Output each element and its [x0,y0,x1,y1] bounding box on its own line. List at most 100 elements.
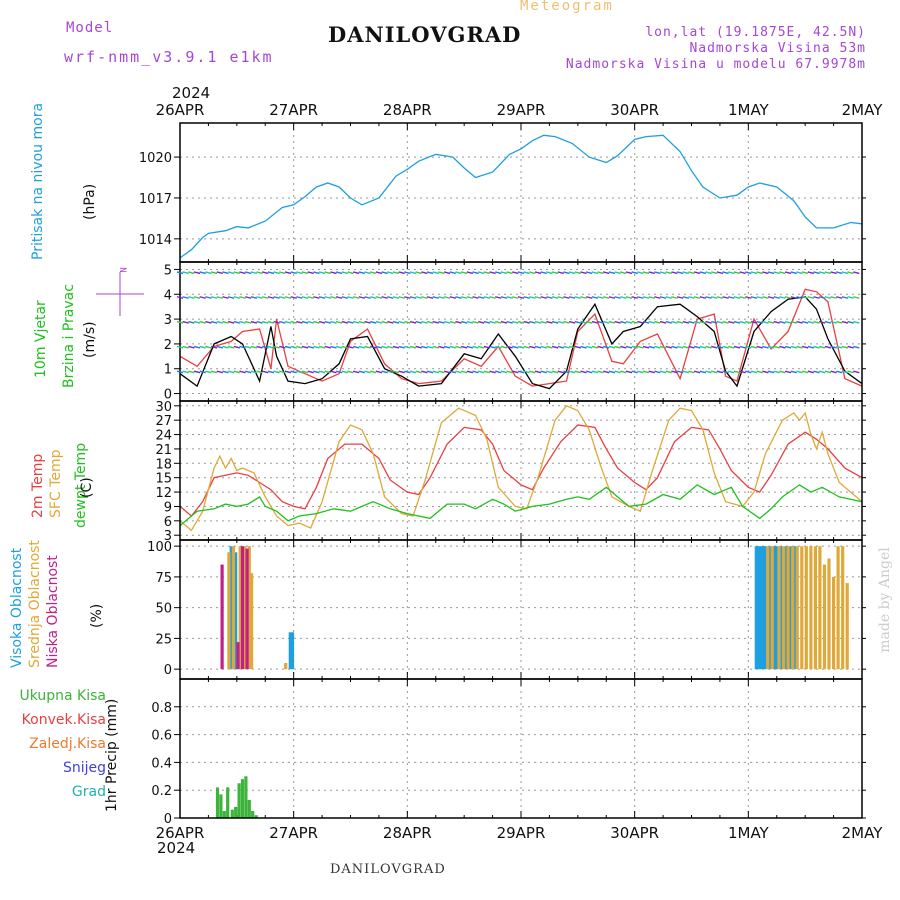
wind-direction-mark [301,345,309,349]
wind-direction-mark [324,320,331,324]
wind-direction-mark [262,296,269,299]
wind-direction-mark [563,370,570,374]
wind-direction-mark [784,370,792,374]
bar-srednja-oblacnost [231,546,235,670]
wind-direction-mark [631,271,638,275]
wind-direction-mark [455,296,462,299]
wind-direction-mark [784,271,792,275]
wind-direction-mark [205,345,212,349]
wind-direction-mark [318,271,326,275]
wind-direction-mark [614,370,621,374]
x-tick-label-bottom: 30APR [610,824,659,842]
y-tick-label: 25 [155,632,172,647]
wind-direction-mark [790,271,797,275]
y-tick-label: 0 [164,663,172,678]
wind-direction-mark [557,320,564,324]
wind-direction-mark [654,370,661,374]
wind-direction-mark [262,345,269,349]
wind-direction-mark [608,345,616,349]
wind-direction-mark [824,271,832,275]
wind-direction-mark [648,370,655,374]
wind-direction-mark [824,320,832,324]
wind-direction-mark [534,271,542,275]
wind-direction-mark [364,296,371,299]
wind-direction-mark [546,320,553,324]
footer-location: DANILOVGRAD [330,862,446,877]
wind-direction-mark [290,320,297,324]
wind-direction-mark [716,370,724,374]
bar-ukupna-kisa [251,811,255,818]
wind-direction-mark [716,345,724,349]
wind-direction-mark [591,345,599,349]
wind-direction-mark [245,320,252,324]
wind-direction-mark [591,271,599,275]
wind-direction-mark [210,370,218,374]
wind-direction-mark [443,296,451,299]
bar-srednja-oblacnost [827,558,831,670]
wind-direction-mark [739,345,746,349]
y-tick-label: 0.8 [151,701,172,716]
wind-direction-mark [540,345,547,349]
wind-direction-mark [796,296,803,299]
bar-srednja-oblacnost [845,583,849,670]
y-tick-label: 1020 [139,151,172,166]
wind-direction-mark [182,296,189,299]
wind-direction-mark [773,271,780,275]
wind-direction-mark [523,271,530,275]
wind-direction-mark [534,370,542,374]
bar-visoka-oblacnost [288,632,292,670]
wind-direction-mark [580,370,587,374]
year-top: 2024 [172,84,211,102]
wind-direction-mark [512,320,519,324]
wind-direction-mark [733,370,741,374]
wind-direction-mark [659,296,667,299]
wind-direction-mark [392,320,400,324]
wind-direction-mark [296,296,303,299]
wind-direction-mark [637,271,644,275]
wind-direction-mark [847,345,854,349]
y-tick-label: 2 [164,338,172,353]
wind-direction-mark [335,320,343,324]
wind-direction-mark [176,370,184,374]
wind-direction-mark [836,320,843,324]
wind-direction-mark [353,370,360,374]
wind-direction-mark [313,370,320,374]
bar-visoka-oblacnost [234,552,238,670]
wind-direction-mark [483,296,491,299]
wind-direction-mark [756,320,763,324]
wind-direction-mark [790,345,797,349]
series-line-2m-temp [179,424,863,517]
wind-direction-mark [375,271,383,275]
wind-direction-mark [745,320,752,324]
wind-direction-mark [767,370,775,374]
y-tick-label: 1014 [139,233,172,248]
bar-visoka-oblacnost [784,546,788,670]
wind-direction-mark [432,320,439,324]
wind-direction-mark [586,296,593,299]
wind-direction-mark [756,271,763,275]
wind-direction-mark [745,370,752,374]
wind-direction-mark [455,271,462,275]
wind-direction-mark [517,370,525,374]
wind-direction-mark [625,320,633,324]
bar-visoka-oblacnost [772,546,777,670]
wind-direction-mark [517,271,525,275]
wind-direction-mark [404,271,411,275]
wind-direction-mark [301,271,309,275]
wind-direction-mark [432,271,439,275]
wind-direction-mark [568,271,576,275]
wind-direction-mark [557,271,564,275]
wind-direction-mark [574,296,582,299]
wind-direction-mark [847,271,854,275]
wind-direction-mark [409,296,417,299]
wind-direction-mark [563,320,570,324]
wind-direction-mark [694,296,701,299]
x-tick-label-bottom: 1MAY [728,824,770,842]
wind-direction-mark [381,320,388,324]
legend-hail: Grad [71,784,106,800]
wind-direction-mark [546,296,553,299]
wind-direction-mark [193,345,201,349]
wind-direction-mark [267,345,275,349]
wind-direction-mark [591,296,599,299]
wind-direction-mark [705,296,712,299]
